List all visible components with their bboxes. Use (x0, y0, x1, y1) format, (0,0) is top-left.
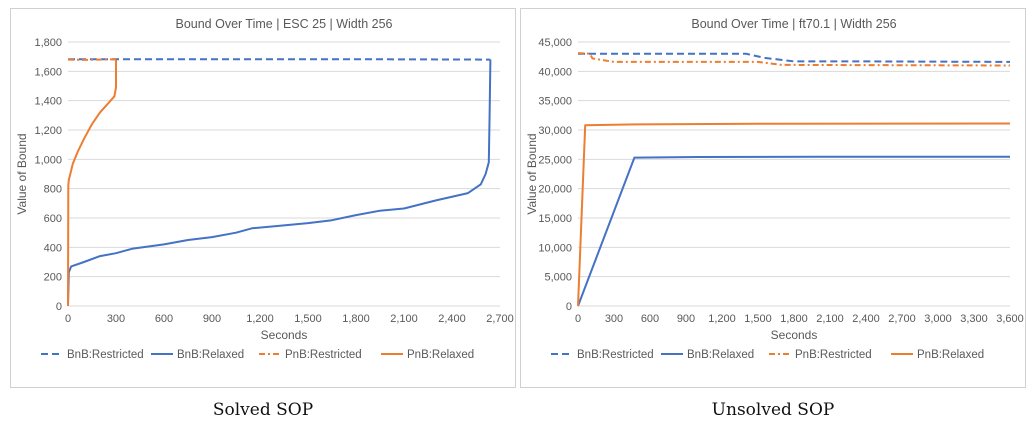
series-line-pnb-relaxed (577, 122, 1011, 307)
x-tick-label: 900 (203, 313, 221, 325)
x-tick-label: 2,700 (888, 313, 916, 325)
y-tick-label: 400 (44, 242, 62, 254)
y-tick-label: 800 (44, 184, 62, 196)
x-tick-label: 3,000 (924, 313, 952, 325)
y-tick-label: 0 (566, 301, 572, 313)
legend-label: PnB:Relaxed (917, 349, 984, 361)
series-line-pnb-relaxed (67, 59, 117, 307)
x-tick-label: 1,500 (294, 313, 322, 325)
x-tick-label: 1,500 (744, 313, 772, 325)
x-tick-label: 2,100 (816, 313, 844, 325)
chart-title: Bound Over Time | ft70.1 | Width 256 (691, 17, 896, 31)
caption-solved: Solved SOP (212, 400, 314, 420)
y-tick-label: 1,000 (34, 154, 62, 166)
legend-label: PnB:Relaxed (407, 349, 474, 361)
y-tick-label: 5,000 (544, 272, 572, 284)
chart-title: Bound Over Time | ESC 25 | Width 256 (175, 17, 392, 31)
y-tick-label: 10,000 (538, 242, 572, 254)
y-tick-label: 40,000 (538, 66, 572, 78)
x-tick-label: 300 (605, 313, 623, 325)
x-tick-label: 1,800 (780, 313, 808, 325)
y-tick-label: 0 (56, 301, 62, 313)
x-tick-label: 2,100 (390, 313, 418, 325)
legend-label: PnB:Restricted (795, 349, 872, 361)
chart-svg: Bound Over Time | ESC 25 | Width 256 0 200… (10, 8, 516, 388)
legend-label: BnB:Restricted (67, 349, 144, 361)
y-tick-label: 1,800 (34, 37, 62, 49)
chart-svg: Bound Over Time | ft70.1 | Width 256 0 5,0… (520, 8, 1026, 388)
x-tick-label: 1,200 (708, 313, 736, 325)
y-tick-label: 45,000 (538, 37, 572, 49)
y-tick-label: 600 (44, 213, 62, 225)
series-line-bnb-restricted (578, 52, 1011, 63)
chart-legend: BnB:Restricted BnB:Relaxed PnB:Restricted P… (41, 349, 474, 361)
y-tick-label: 25,000 (538, 154, 572, 166)
x-tick-label: 900 (677, 313, 695, 325)
x-tick-label: 2,400 (852, 313, 880, 325)
caption-unsolved: Unsolved SOP (711, 400, 835, 420)
x-axis-title: Seconds (771, 328, 818, 342)
y-tick-label: 1,600 (34, 66, 62, 78)
x-tick-label: 600 (155, 313, 173, 325)
legend-label: BnB:Restricted (577, 349, 654, 361)
y-tick-label: 200 (44, 272, 62, 284)
x-axis-title: Seconds (261, 328, 308, 342)
x-tick-label: 300 (107, 313, 125, 325)
legend-label: BnB:Relaxed (177, 349, 244, 361)
legend-label: BnB:Relaxed (687, 349, 754, 361)
y-tick-label: 35,000 (538, 96, 572, 108)
x-tick-label: 0 (575, 313, 581, 325)
chart-panel-solved: Bound Over Time | ESC 25 | Width 256 0 200… (10, 8, 516, 388)
y-tick-label: 20,000 (538, 184, 572, 196)
chart-panel-unsolved: Bound Over Time | ft70.1 | Width 256 0 5,0… (520, 8, 1026, 388)
x-tick-label: 3,300 (960, 313, 988, 325)
x-tick-label: 1,800 (342, 313, 370, 325)
x-tick-label: 600 (641, 313, 659, 325)
legend-label: PnB:Restricted (285, 349, 362, 361)
x-tick-label: 2,700 (486, 313, 514, 325)
y-axis-title: Value of Bound (15, 133, 29, 214)
y-tick-label: 30,000 (538, 125, 572, 137)
series-line-bnb-relaxed (67, 59, 492, 307)
y-axis-title: Value of Bound (525, 133, 539, 214)
x-tick-label: 3,600 (996, 313, 1024, 325)
y-tick-label: 1,400 (34, 96, 62, 108)
x-tick-label: 2,400 (438, 313, 466, 325)
series-line-bnb-relaxed (577, 155, 1010, 307)
y-tick-label: 15,000 (538, 213, 572, 225)
chart-legend: BnB:Restricted BnB:Relaxed PnB:Restricted P… (551, 349, 984, 361)
y-tick-label: 1,200 (34, 125, 62, 137)
series-line-pnb-restricted (67, 58, 117, 61)
x-tick-label: 0 (65, 313, 71, 325)
x-tick-label: 1,200 (246, 313, 274, 325)
